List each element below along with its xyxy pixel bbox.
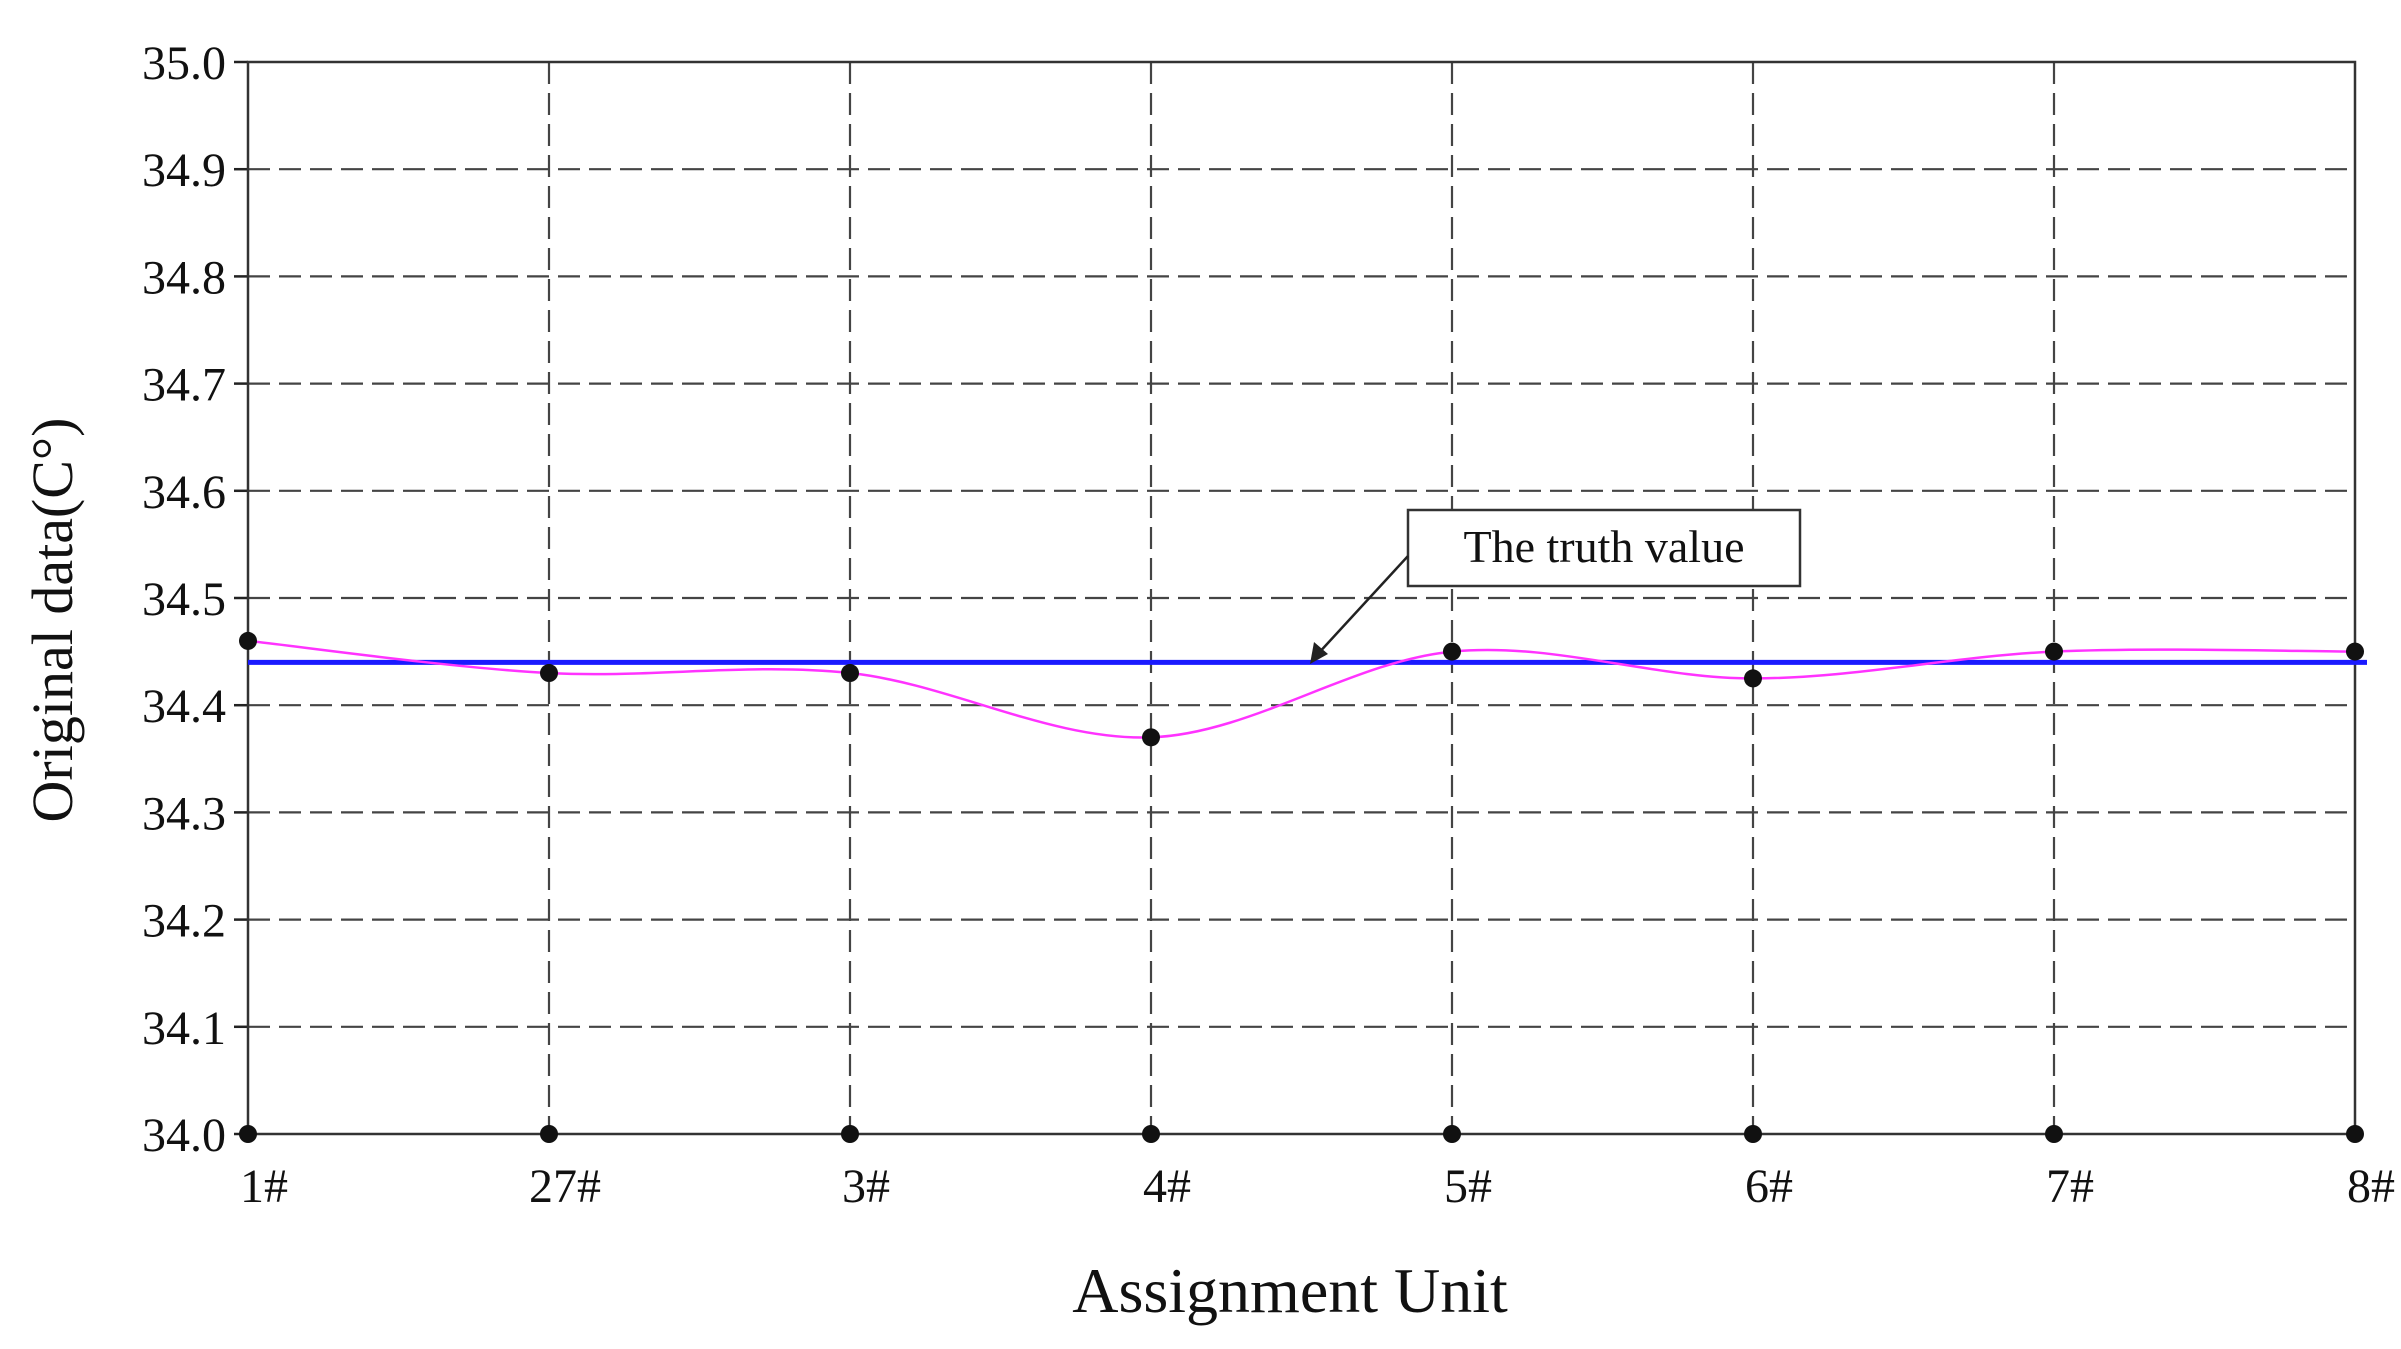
data-point (540, 664, 558, 683)
x-tick-label: 7# (2046, 1160, 2094, 1213)
data-point (2346, 642, 2364, 661)
x-axis-title: Assignment Unit (1072, 1255, 1508, 1326)
x-tick-label: 8# (2347, 1160, 2395, 1213)
plot-border (246, 60, 2357, 1136)
baseline-point (1744, 1125, 1762, 1143)
x-tick-labels: 1# 27# 3# 4# 5# 6# 7# 8# (240, 1160, 2395, 1213)
y-tick-label: 34.8 (142, 251, 226, 304)
y-tick-labels: 34.0 34.1 34.2 34.3 34.4 34.5 34.6 34.7 34.8 34.9… (142, 37, 226, 1162)
annotation-arrow (1315, 555, 1409, 657)
markers-group (239, 631, 2364, 1143)
data-point (1443, 642, 1461, 661)
annotation-arrowhead (1310, 642, 1328, 664)
y-tick-label: 34.4 (142, 680, 226, 733)
data-point (239, 631, 257, 650)
baseline-point (2045, 1125, 2063, 1143)
grid (234, 60, 2355, 1136)
x-tick-label: 4# (1143, 1160, 1191, 1213)
y-tick-label: 34.2 (142, 895, 226, 948)
data-point (841, 664, 859, 683)
data-point (2045, 642, 2063, 661)
y-tick-label: 34.3 (142, 787, 226, 840)
baseline-point (841, 1125, 859, 1143)
truth-value-annotation: The truth value (1310, 508, 1802, 664)
x-tick-label: 27# (529, 1160, 601, 1213)
y-tick-label: 34.0 (142, 1109, 226, 1162)
baseline-point (1142, 1125, 1160, 1143)
series-line (247, 639, 2356, 739)
annotation-text: The truth value (1463, 521, 1744, 572)
data-point (1744, 669, 1762, 688)
x-tick-label: 5# (1444, 1160, 1492, 1213)
y-tick-label: 34.6 (142, 466, 226, 519)
y-axis-title: Original data(C°) (20, 418, 85, 823)
annotation-box (1406, 508, 1802, 588)
baseline-point (1443, 1125, 1461, 1143)
y-tick-label: 34.1 (142, 1002, 226, 1055)
x-tick-label: 1# (240, 1160, 288, 1213)
series-group (247, 639, 2356, 739)
baseline-point (540, 1125, 558, 1143)
y-tick-label: 34.9 (142, 144, 226, 197)
baseline-point (239, 1125, 257, 1143)
y-tick-label: 34.7 (142, 359, 226, 412)
x-tick-label: 6# (1745, 1160, 1793, 1213)
plot-frame (246, 60, 2357, 1136)
data-point (1142, 728, 1160, 747)
x-tick-label: 3# (842, 1160, 890, 1213)
y-tick-label: 35.0 (142, 37, 226, 90)
y-tick-label: 34.5 (142, 573, 226, 626)
baseline-point (2346, 1125, 2364, 1143)
